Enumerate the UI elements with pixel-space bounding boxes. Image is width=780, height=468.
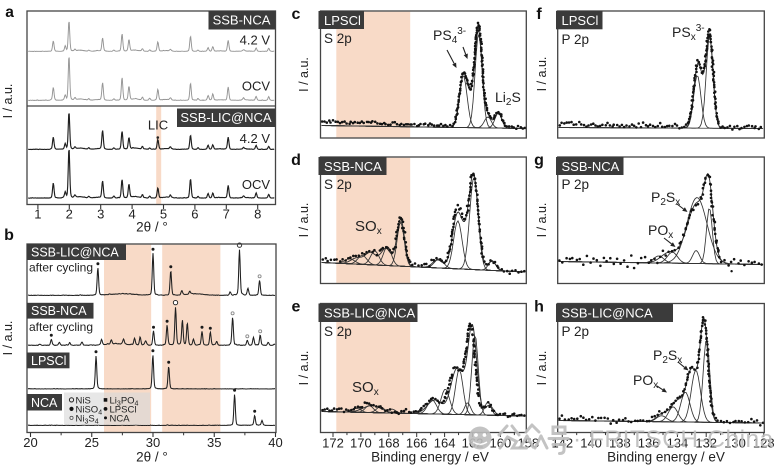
- svg-text:P 2p: P 2p: [562, 324, 590, 339]
- svg-text:LPSCl: LPSCl: [31, 354, 66, 368]
- svg-text:25: 25: [85, 435, 99, 450]
- svg-text:8: 8: [254, 207, 261, 222]
- svg-text:LPSCl: LPSCl: [324, 13, 361, 28]
- svg-text:LPSCl: LPSCl: [562, 13, 599, 28]
- svg-text:f: f: [536, 6, 542, 23]
- svg-text:POx: POx: [633, 372, 658, 391]
- svg-text:170: 170: [350, 436, 372, 451]
- svg-text:LIC: LIC: [148, 118, 168, 133]
- svg-text:SSB-LIC@NCA: SSB-LIC@NCA: [31, 246, 119, 260]
- svg-text:a: a: [5, 4, 14, 21]
- svg-text:S 2p: S 2p: [324, 31, 352, 46]
- svg-text:35: 35: [207, 435, 221, 450]
- svg-text:40: 40: [268, 435, 282, 450]
- svg-text:LPSCl: LPSCl: [110, 404, 137, 415]
- svg-text:20: 20: [23, 435, 37, 450]
- svg-text:164: 164: [434, 436, 456, 451]
- svg-text:Li2S: Li2S: [495, 89, 521, 108]
- svg-text:4.2 V: 4.2 V: [240, 131, 271, 146]
- svg-text:I / a.u.: I / a.u.: [297, 351, 311, 386]
- svg-text:POx: POx: [648, 222, 673, 241]
- svg-text:SSB-LIC@NCA: SSB-LIC@NCA: [562, 306, 654, 321]
- svg-text:SSB-NCA: SSB-NCA: [324, 159, 382, 174]
- svg-text:5: 5: [160, 207, 167, 222]
- svg-text:30: 30: [146, 435, 160, 450]
- svg-text:4.2 V: 4.2 V: [240, 33, 271, 48]
- svg-text:S 2p: S 2p: [324, 324, 352, 339]
- svg-text:SOx: SOx: [355, 218, 382, 237]
- svg-text:· FRITSCH-China: · FRITSCH-China: [573, 426, 774, 453]
- svg-text:Ni3S4: Ni3S4: [76, 413, 99, 425]
- svg-text:I / a.u.: I / a.u.: [1, 84, 15, 119]
- svg-text:OCV: OCV: [242, 177, 271, 192]
- svg-text:I / a.u.: I / a.u.: [297, 203, 311, 238]
- svg-text:g: g: [534, 152, 544, 169]
- svg-text:136: 136: [638, 436, 660, 451]
- svg-text:NCA: NCA: [110, 413, 131, 424]
- svg-text:SSB-LIC@NCA: SSB-LIC@NCA: [324, 306, 416, 321]
- svg-text:d: d: [291, 152, 301, 169]
- svg-text:138: 138: [609, 436, 631, 451]
- svg-text:I / a.u.: I / a.u.: [1, 321, 15, 356]
- svg-text:Binding energy / eV: Binding energy / eV: [371, 450, 489, 465]
- svg-text:2θ / °: 2θ / °: [136, 220, 168, 235]
- svg-text:P 2p: P 2p: [562, 32, 590, 47]
- svg-text:P 2p: P 2p: [562, 177, 590, 192]
- svg-text:6: 6: [191, 207, 198, 222]
- svg-text:c: c: [292, 6, 301, 23]
- svg-text:2: 2: [66, 207, 73, 222]
- svg-text:b: b: [4, 227, 14, 244]
- svg-text:after cycling: after cycling: [29, 320, 93, 334]
- svg-text:4: 4: [128, 207, 135, 222]
- svg-text:P2Sx: P2Sx: [651, 189, 680, 208]
- svg-text:NCA: NCA: [31, 396, 58, 410]
- svg-text:S 2p: S 2p: [324, 177, 352, 192]
- svg-text:after cycling: after cycling: [29, 261, 93, 275]
- svg-text:I / a.u.: I / a.u.: [535, 351, 549, 386]
- svg-text:NiS: NiS: [76, 395, 91, 406]
- svg-text:132: 132: [695, 436, 717, 451]
- svg-text:SSB-NCA: SSB-NCA: [213, 13, 271, 28]
- svg-text:NiSO4: NiSO4: [76, 404, 103, 416]
- svg-text:172: 172: [322, 436, 344, 451]
- svg-text:SSB-NCA: SSB-NCA: [31, 304, 87, 318]
- svg-text:166: 166: [406, 436, 428, 451]
- svg-text:134: 134: [667, 436, 689, 451]
- svg-text:1: 1: [34, 207, 41, 222]
- svg-text:140: 140: [580, 436, 602, 451]
- svg-text:168: 168: [378, 436, 400, 451]
- svg-text:h: h: [534, 299, 544, 316]
- svg-text:P2Sx: P2Sx: [653, 347, 682, 366]
- svg-text:I / a.u.: I / a.u.: [535, 57, 549, 92]
- svg-text:I / a.u.: I / a.u.: [535, 203, 549, 238]
- svg-text:128: 128: [753, 436, 775, 451]
- svg-text:SSB-NCA: SSB-NCA: [562, 159, 620, 174]
- svg-text:Li3PO4: Li3PO4: [110, 395, 139, 407]
- svg-text:2θ / °: 2θ / °: [136, 450, 168, 465]
- svg-text:e: e: [292, 299, 301, 316]
- svg-text:3: 3: [97, 207, 104, 222]
- svg-text:7: 7: [223, 207, 230, 222]
- svg-text:SOx: SOx: [352, 379, 379, 398]
- svg-text:OCV: OCV: [242, 79, 271, 94]
- svg-text:Binding energy / eV: Binding energy / eV: [607, 450, 725, 465]
- svg-text:I / a.u.: I / a.u.: [297, 57, 311, 92]
- svg-text:SSB-LIC@NCA: SSB-LIC@NCA: [180, 110, 272, 125]
- svg-text:130: 130: [724, 436, 746, 451]
